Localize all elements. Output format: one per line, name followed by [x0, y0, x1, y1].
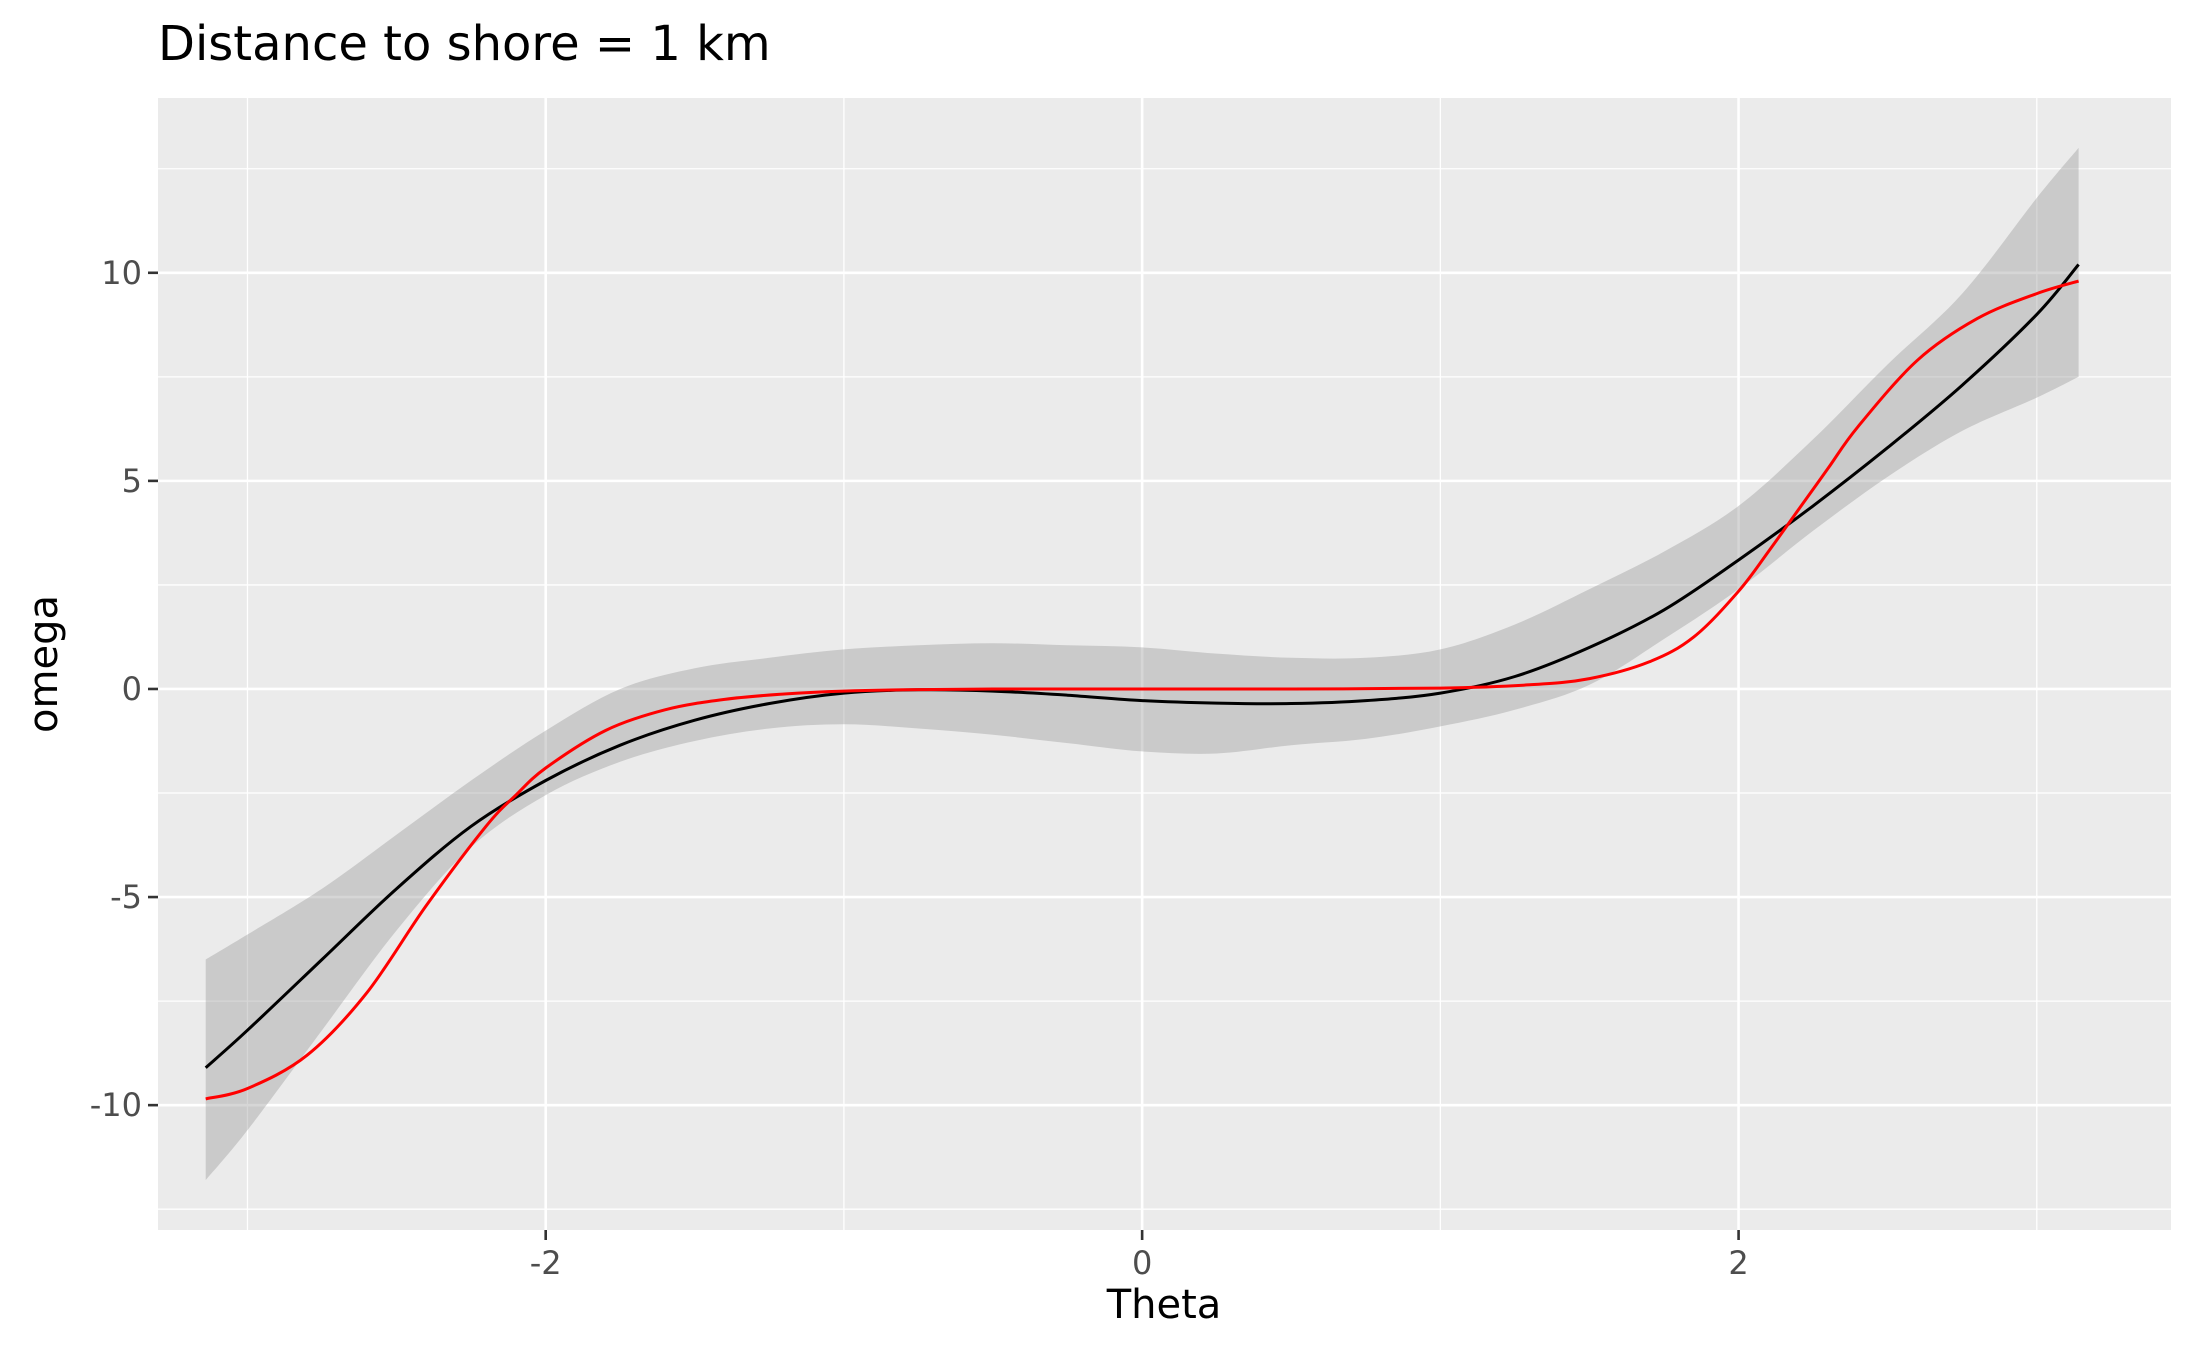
y-axis-ticks: -10 -5 0 5 10 — [90, 254, 158, 1124]
x-tick-label-1: 0 — [1132, 1244, 1152, 1282]
major-gridlines — [158, 98, 2171, 1230]
minor-gridlines — [158, 98, 2171, 1230]
y-tick-label-4: 10 — [101, 254, 142, 292]
chart-title: Distance to shore = 1 km — [158, 16, 771, 72]
x-tick-label-2: 2 — [1728, 1244, 1748, 1282]
x-axis-ticks: -2 0 2 — [530, 1230, 1749, 1282]
y-axis-title: omega — [21, 595, 67, 733]
confidence-band-layer — [205, 147, 2079, 1181]
series-line-0 — [204, 263, 2080, 1069]
x-axis-title: Theta — [1106, 1282, 1222, 1328]
y-tick-label-0: -10 — [90, 1086, 142, 1124]
confidence-band — [205, 147, 2079, 1181]
x-tick-label-0: -2 — [530, 1244, 562, 1282]
y-tick-label-3: 5 — [122, 462, 142, 500]
plot-panel — [158, 98, 2171, 1230]
y-tick-label-1: -5 — [110, 878, 142, 916]
y-tick-label-2: 0 — [122, 670, 142, 708]
series-layer — [204, 263, 2080, 1101]
series-line-1 — [205, 279, 2080, 1101]
